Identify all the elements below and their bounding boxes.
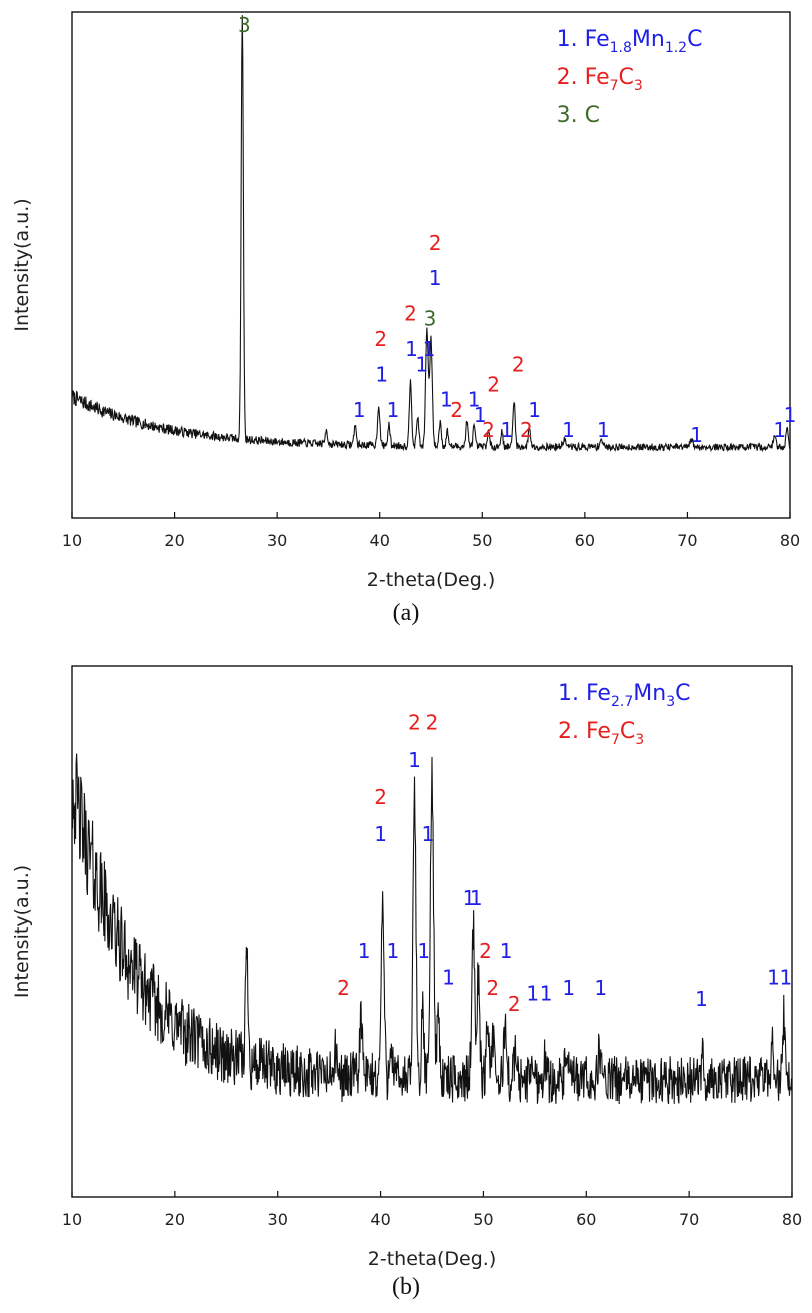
peak-label: 1 xyxy=(387,398,400,422)
peak-label: 1 xyxy=(463,886,476,910)
x-tick-label: 70 xyxy=(679,1210,699,1229)
y-axis-title: Intensity(a.u.) xyxy=(11,865,33,998)
x-axis-title: 2-theta(Deg.) xyxy=(367,569,495,591)
peak-label: 2 xyxy=(508,992,521,1016)
peak-label: 2 xyxy=(482,418,495,442)
peak-label: 1 xyxy=(695,987,708,1011)
x-axis-title: 2-theta(Deg.) xyxy=(368,1248,496,1270)
x-tick-label: 70 xyxy=(677,531,697,550)
legend-entry: 2. Fe7C3 xyxy=(557,65,643,94)
peak-label: 1 xyxy=(528,398,541,422)
peak-label: 1 xyxy=(501,418,514,442)
x-tick-label: 80 xyxy=(782,1210,802,1229)
peak-label: 1 xyxy=(500,939,513,963)
peak-label: 2 xyxy=(479,939,492,963)
peak-label: 1 xyxy=(358,939,371,963)
x-tick-label: 60 xyxy=(576,1210,596,1229)
x-tick-label: 20 xyxy=(164,531,184,550)
peak-label: 1 xyxy=(597,418,610,442)
plot-frame xyxy=(71,665,793,1198)
peak-label: 2 xyxy=(404,302,417,326)
peak-label: 1 xyxy=(470,886,483,910)
intensity-trace xyxy=(71,753,793,1105)
peak-label: 1 xyxy=(474,403,487,427)
x-tick-label: 50 xyxy=(472,531,492,550)
peak-label: 1 xyxy=(773,418,786,442)
peak-label: 2 xyxy=(374,785,387,809)
peak-label: 3 xyxy=(238,13,251,37)
peak-label: 1 xyxy=(690,423,703,447)
peak-label: 1 xyxy=(422,822,435,846)
plot-frame xyxy=(71,11,791,519)
peak-label: 2 xyxy=(486,976,499,1000)
caption-b: (b) xyxy=(392,1274,420,1300)
panel-a: 10 20 30 40 50 60 70 80 2-theta(Deg.) Intensity(a… xyxy=(0,0,812,650)
peak-label: 1 xyxy=(562,418,575,442)
peak-label: 1 xyxy=(767,966,780,990)
peak-label: 1 xyxy=(387,939,400,963)
peak-label: 1 xyxy=(405,337,418,361)
legend-entry: 3. C xyxy=(557,103,600,128)
peak-label: 1 xyxy=(442,966,455,990)
y-axis-title: Intensity(a.u.) xyxy=(11,198,33,331)
caption-a: (a) xyxy=(392,600,420,626)
peak-label: 1 xyxy=(353,398,366,422)
x-tick-label: 50 xyxy=(473,1210,493,1229)
peak-label: 1 xyxy=(429,266,442,290)
chart-a: 10 20 30 40 50 60 70 80 2-theta(Deg.) Intensity(a… xyxy=(11,11,800,591)
x-tick-label: 80 xyxy=(780,531,800,550)
x-tick-label: 60 xyxy=(575,531,595,550)
peak-label: 1 xyxy=(526,982,539,1006)
peak-label: 2 xyxy=(520,418,533,442)
peak-label: 2 xyxy=(512,352,525,376)
x-tick-label: 40 xyxy=(370,1210,390,1229)
x-tick-label: 30 xyxy=(268,1210,288,1229)
peak-label: 1 xyxy=(423,337,436,361)
chart-b: 10 20 30 40 50 60 70 80 2-theta(Deg.) Intensity(a… xyxy=(11,665,802,1270)
x-tick-label: 20 xyxy=(165,1210,185,1229)
peak-label: 2 xyxy=(374,327,387,351)
panel-b: 10 20 30 40 50 60 70 80 2-theta(Deg.) Intensity(a… xyxy=(0,650,812,1313)
peak-label: 1 xyxy=(440,388,453,412)
legend-entry: 1. Fe1.8Mn1.2C xyxy=(557,27,703,56)
x-tick-label: 10 xyxy=(62,531,82,550)
peak-label: 1 xyxy=(784,403,797,427)
peak-label: 1 xyxy=(594,976,607,1000)
peak-label: 2 xyxy=(429,231,442,255)
peak-label: 1 xyxy=(374,822,387,846)
legend-entry: 1. Fe2.7Mn3C xyxy=(558,681,690,710)
peak-label: 1 xyxy=(468,388,481,412)
peak-label: 2 xyxy=(487,373,500,397)
legend-entry: 2. Fe7C3 xyxy=(558,719,644,748)
peak-label: 1 xyxy=(540,982,553,1006)
peak-label: 3 xyxy=(424,307,437,331)
intensity-trace xyxy=(71,15,791,453)
peak-label: 1 xyxy=(417,939,430,963)
x-tick-label: 40 xyxy=(370,531,390,550)
peak-label: 1 xyxy=(408,748,421,772)
peak-label: 1 xyxy=(375,362,388,386)
peak-label: 1 xyxy=(779,966,792,990)
peak-label: 2 xyxy=(337,976,350,1000)
peak-label: 2 xyxy=(426,711,439,735)
x-tick-label: 10 xyxy=(62,1210,82,1229)
peak-label: 1 xyxy=(415,352,428,376)
x-tick-label: 30 xyxy=(267,531,287,550)
peak-label: 2 xyxy=(408,711,421,735)
peak-label: 2 xyxy=(450,398,463,422)
peak-label: 1 xyxy=(562,976,575,1000)
